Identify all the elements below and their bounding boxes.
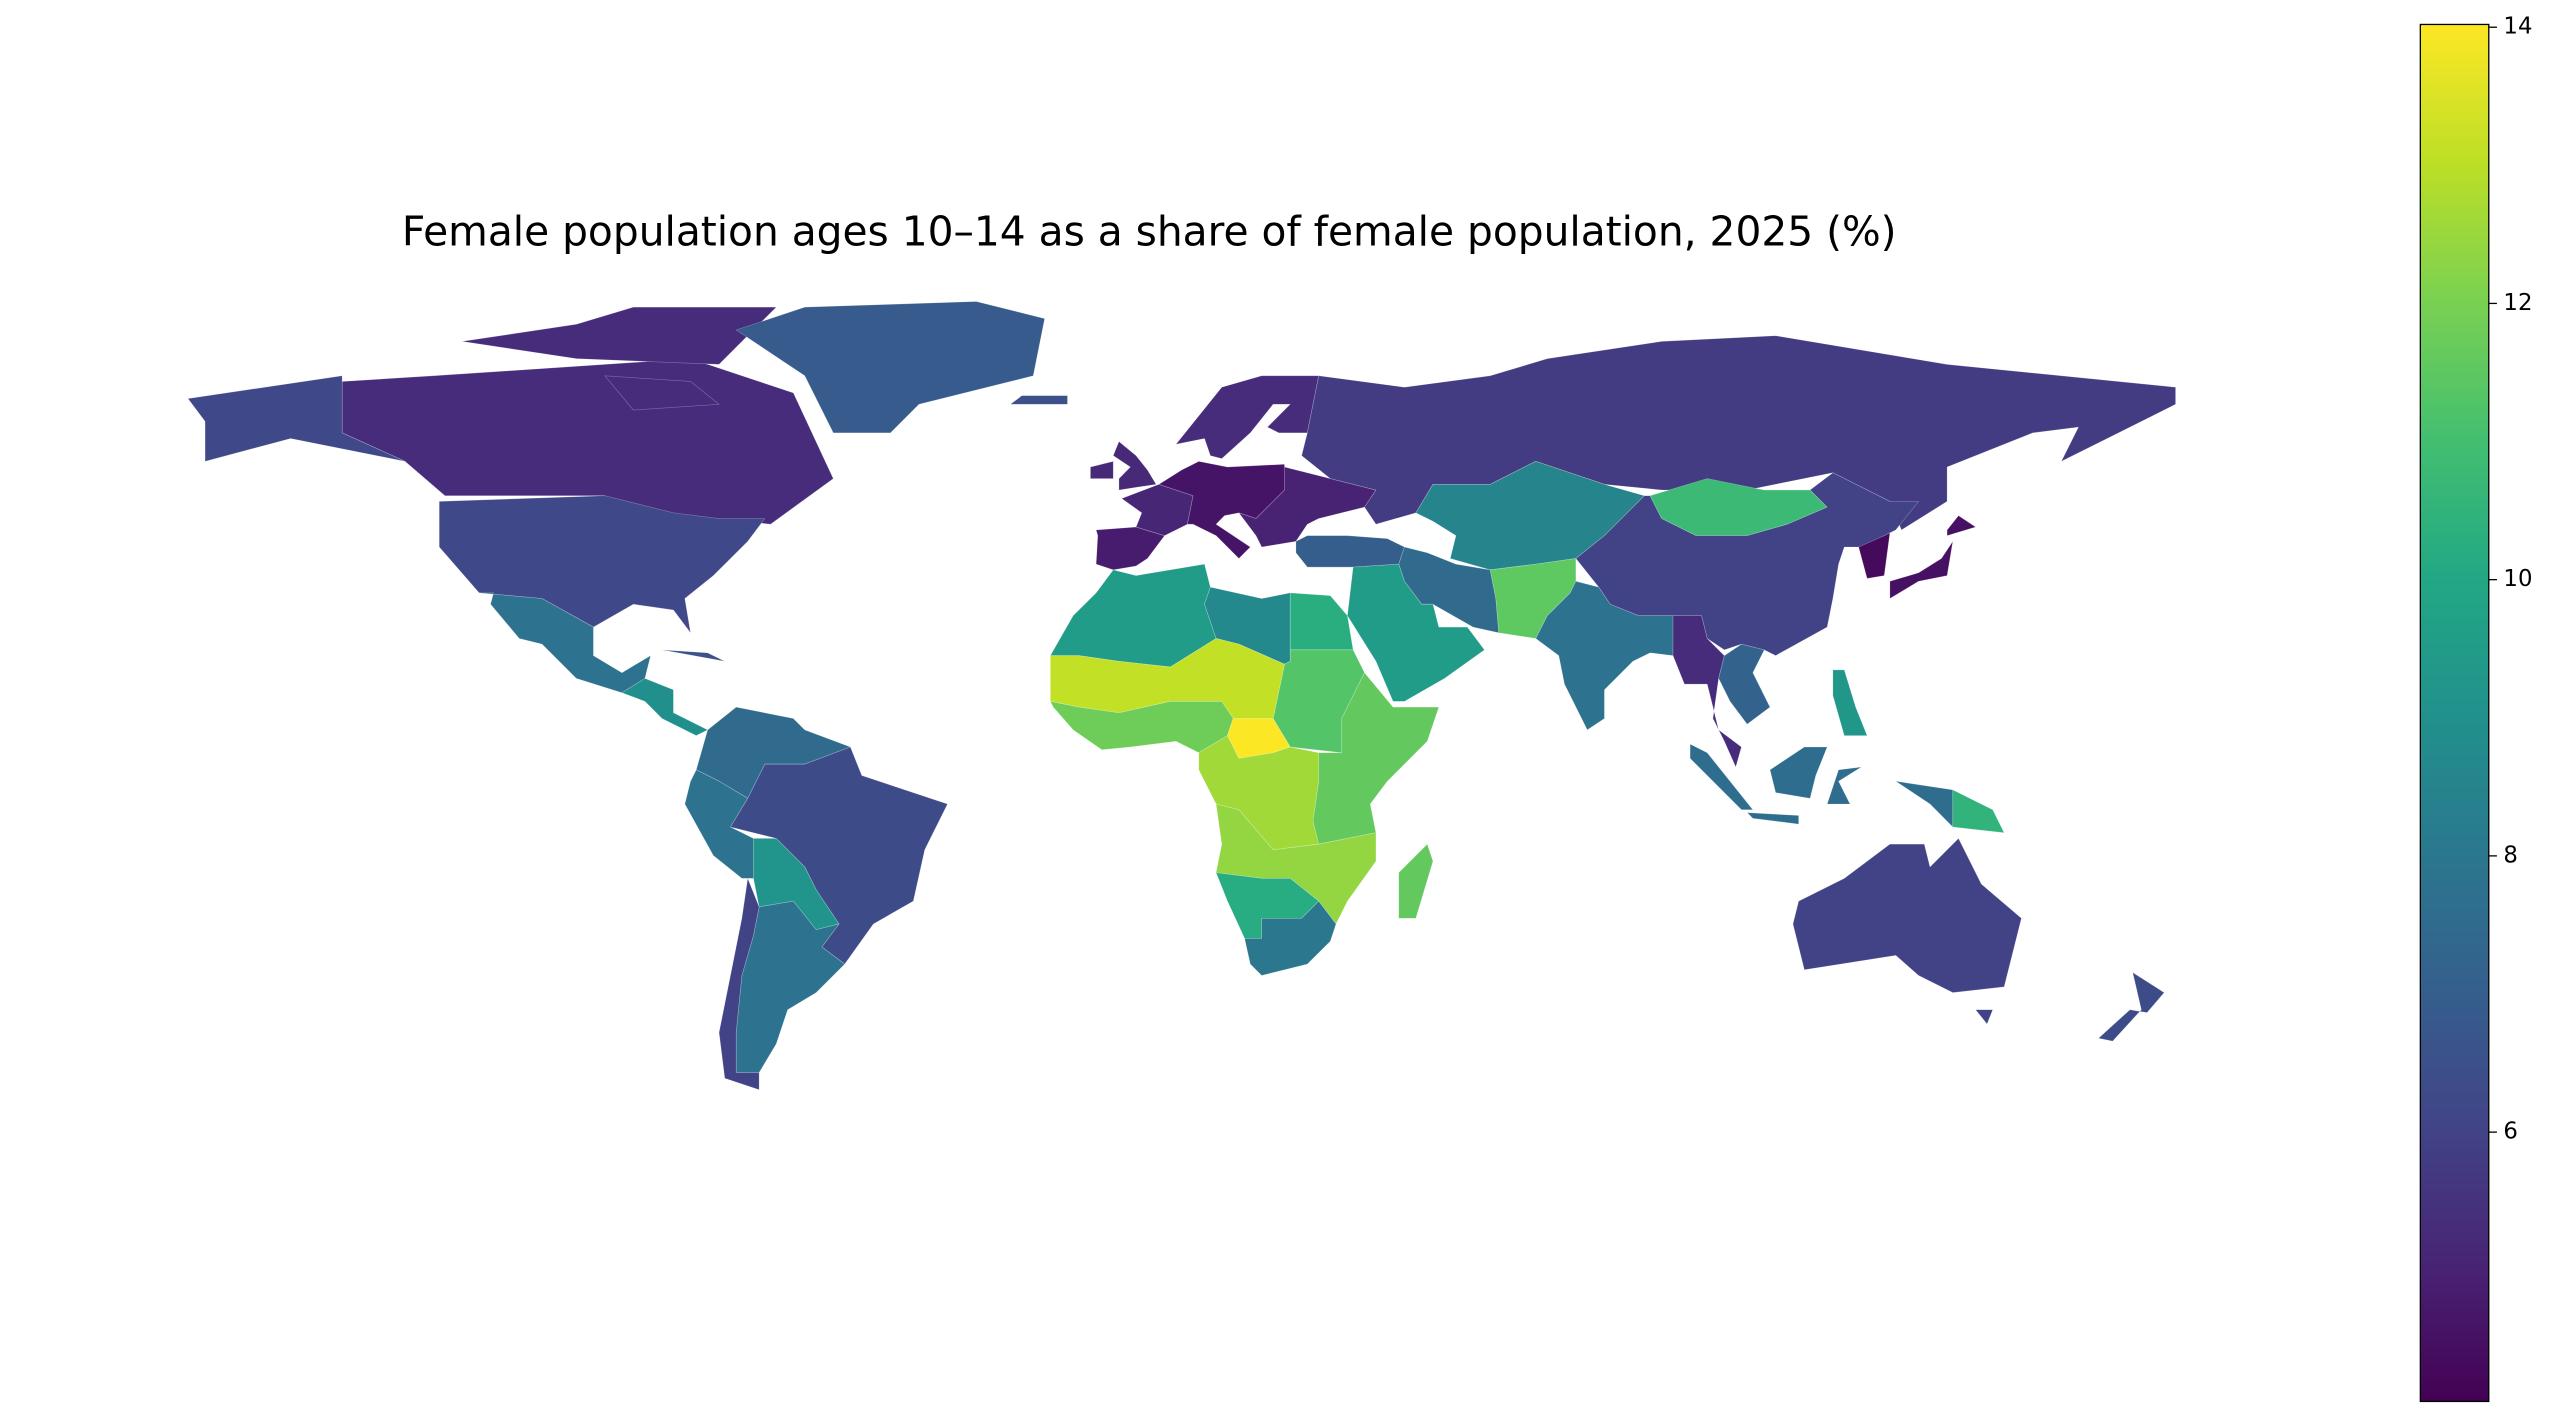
map-region [438,495,766,634]
map-region [1858,532,1891,579]
chart-title: Female population ages 10–14 as a share … [402,208,1897,256]
colorbar-tick-label: 8 [2503,842,2518,868]
map-region [1215,803,1377,925]
map-region [1010,395,1068,405]
map-region [1952,789,2005,834]
map-region [621,678,708,736]
map-region [1158,461,1285,559]
map-region [1672,615,1742,768]
map-region [1238,466,1377,548]
map-region [661,649,726,662]
map-region [2098,972,2165,1042]
map-regions [187,301,2176,1091]
map-region [187,375,406,462]
map-region [1301,335,2176,531]
map-region [718,878,760,1091]
colorbar-tick-label: 14 [2503,14,2532,40]
map-region [1832,669,1868,736]
map-region [1889,515,1976,599]
map-region [1312,672,1440,845]
colorbar-tick-label: 10 [2503,566,2532,592]
colorbar-tick-label: 12 [2503,290,2532,316]
map-region [1347,563,1485,702]
map-region [735,900,846,1073]
map-region [1095,526,1165,571]
colorbar-axis: 6 8 10 12 14 [2488,14,2532,1145]
colorbar-tick-label: 6 [2503,1119,2518,1145]
map-region [1689,743,1954,828]
map-region [1175,375,1320,459]
map-region [1050,701,1234,754]
colorbar [2419,23,2490,1403]
map-region [1718,643,1771,725]
map-region [461,306,777,411]
map-region [735,301,1045,434]
map-region [1295,535,1405,568]
map-region [1792,838,2022,1025]
map-region [1398,843,1434,919]
map-region [1244,900,1337,976]
map-region [1289,592,1354,651]
map-region [1090,441,1157,491]
map-region [1050,563,1217,668]
